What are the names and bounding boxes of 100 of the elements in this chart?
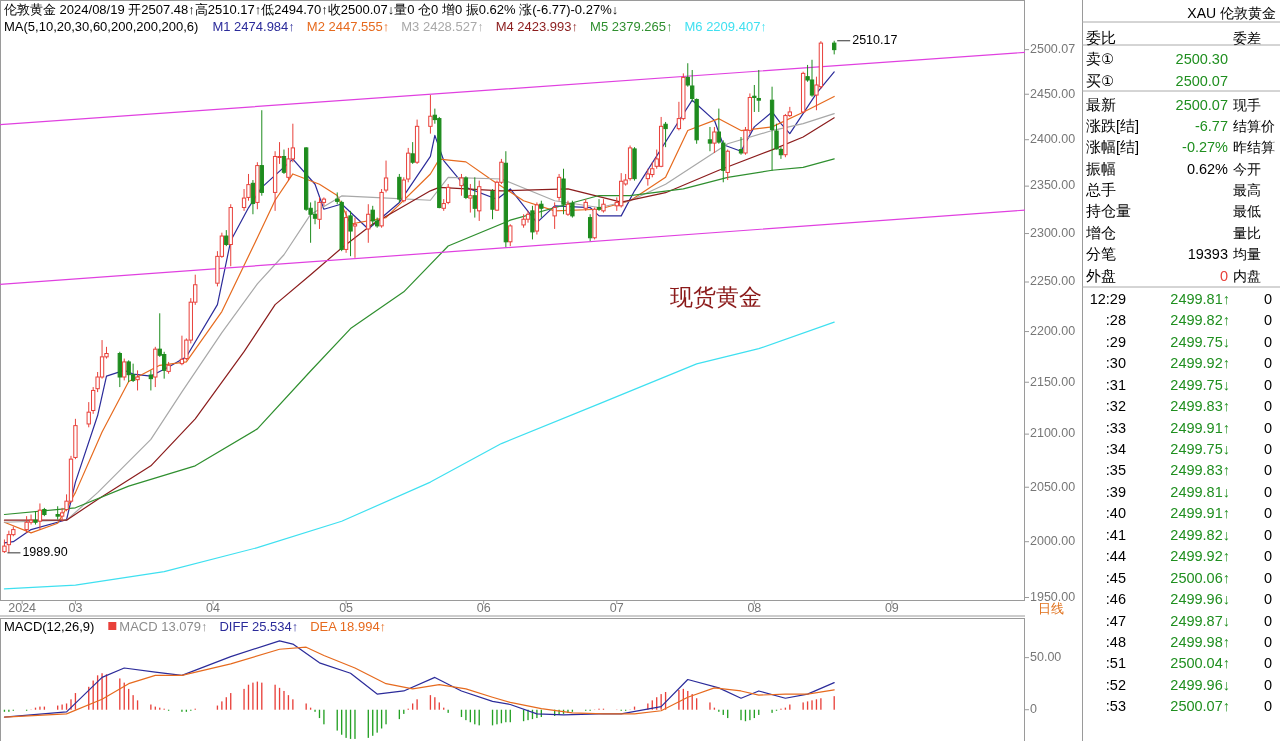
text: M4 2423.993↑ [495,19,579,34]
text: :39 [1105,483,1126,500]
y-tick-label: 2500.07 [1030,41,1076,56]
text: 日线 [1038,601,1064,616]
text: 12:29 [1089,290,1126,307]
text: 0 [1263,290,1272,307]
text: :31 [1105,376,1126,393]
text: 0 [1263,612,1272,629]
text: :35 [1105,462,1126,479]
x-tick-label: 08 [747,601,762,615]
text: 0 [1263,634,1272,651]
text: 0 [1263,462,1272,479]
text: 2500.06↑ [1170,569,1230,586]
text: 0 [1263,376,1272,393]
text: 最新 [1086,96,1116,113]
text: 2500.07↑ [1170,698,1230,715]
y-tick-label: 2350.00 [1030,178,1076,193]
text: M5 2379.265↑ [590,19,673,34]
text: 增仓 [1085,224,1116,241]
text: -0.27% [1182,138,1229,155]
text: 涨跌[结] [1086,117,1140,134]
text: :29 [1105,333,1126,350]
text: 0 [1263,676,1272,693]
chart-title: 伦敦黄金 2024/08/19 开2507.48↑高2510.17↑低2494.70↑收2500.07↓量0 仓0 增0 振0.62% 涨(-6.77)-0.27%↓ [4,2,619,17]
series-label: DEA 18.994↑ [310,619,387,634]
text: :30 [1105,355,1126,372]
text: 2500.30 [1175,50,1228,67]
y-tick-label: 2100.00 [1030,426,1076,441]
text: 买① [1086,72,1114,89]
text: 委差 [1233,29,1261,46]
x-tick-label: 2024 [8,601,37,615]
text: 最低 [1233,202,1261,219]
text: 2499.83↑ [1170,398,1230,415]
text: 2499.82↑ [1170,312,1230,329]
text: 昨结算 [1233,138,1275,155]
text: 2499.96↓ [1170,591,1230,608]
text: 2499.87↓ [1170,612,1230,629]
x-tick-label: 03 [68,601,83,615]
text: 0 [1263,419,1272,436]
text: XAU 伦敦黄金 [1187,5,1276,21]
y-tick-label: 2300.00 [1030,225,1076,240]
annotation: 2510.17 [852,33,898,48]
y-tick-label: 2200.00 [1030,323,1076,338]
text: 外盘 [1086,267,1116,284]
text: :41 [1105,526,1126,543]
x-tick-label: 09 [884,601,899,615]
text: 分笔 [1086,245,1116,262]
series-label: DIFF 25.534↑ [219,619,299,634]
text: :52 [1105,676,1126,693]
text: :53 [1105,698,1126,715]
text: :40 [1105,505,1126,522]
y-tick-label: 2400.00 [1030,132,1076,147]
annotation: 1989.90 [22,545,68,560]
text: 0 [1263,440,1272,457]
text: 均量 [1232,245,1261,262]
text: :46 [1105,591,1126,608]
text: 0 [1263,591,1272,608]
y-tick-label: 2150.00 [1030,374,1076,389]
text: :28 [1105,312,1126,329]
text: :48 [1105,634,1126,651]
text: 今开 [1233,160,1261,177]
text: -6.77 [1194,117,1228,134]
text: 现手 [1233,96,1261,113]
legend-label: MACD 13.079↑ [119,619,208,634]
text: 结算价 [1233,117,1275,134]
text: 0.62% [1186,160,1229,177]
text: :47 [1105,612,1126,629]
text: 2499.75↓ [1170,440,1230,457]
text: 2500.04↑ [1170,655,1230,672]
legend-title: MACD(12,26,9) [4,619,95,634]
text: 0 [1219,267,1228,284]
text: M6 2209.407↑ [684,19,767,34]
text: 2499.91↑ [1170,419,1230,436]
text: 2499.81↓ [1170,483,1230,500]
y-tick-label: 2450.00 [1030,86,1076,101]
text: :33 [1105,419,1126,436]
text: 量比 [1233,224,1261,241]
text: 2499.96↓ [1170,676,1230,693]
text: 最高 [1233,181,1261,198]
text: 0 [1263,312,1272,329]
text: 卖① [1086,50,1114,67]
text: 2499.75↓ [1170,333,1230,350]
text: 0 [1263,698,1272,715]
text: 2499.92↑ [1170,548,1230,565]
y-tick-label: 2050.00 [1030,479,1076,494]
x-tick-label: 07 [609,601,624,615]
text: 0 [1263,655,1272,672]
x-tick-label: 04 [206,601,220,615]
text: 2499.91↑ [1170,505,1230,522]
text: 0 [1263,333,1272,350]
text: M3 2428.527↑ [401,19,484,34]
text: :45 [1105,569,1126,586]
text: 0 [1263,355,1272,372]
y-tick-label: 2000.00 [1030,533,1076,548]
text: 委比 [1086,29,1116,46]
text: :32 [1105,398,1126,415]
text: 内盘 [1233,267,1261,284]
text: 2499.83↑ [1170,462,1230,479]
text: :44 [1105,548,1126,565]
y-tick-label: 0 [1030,702,1037,717]
